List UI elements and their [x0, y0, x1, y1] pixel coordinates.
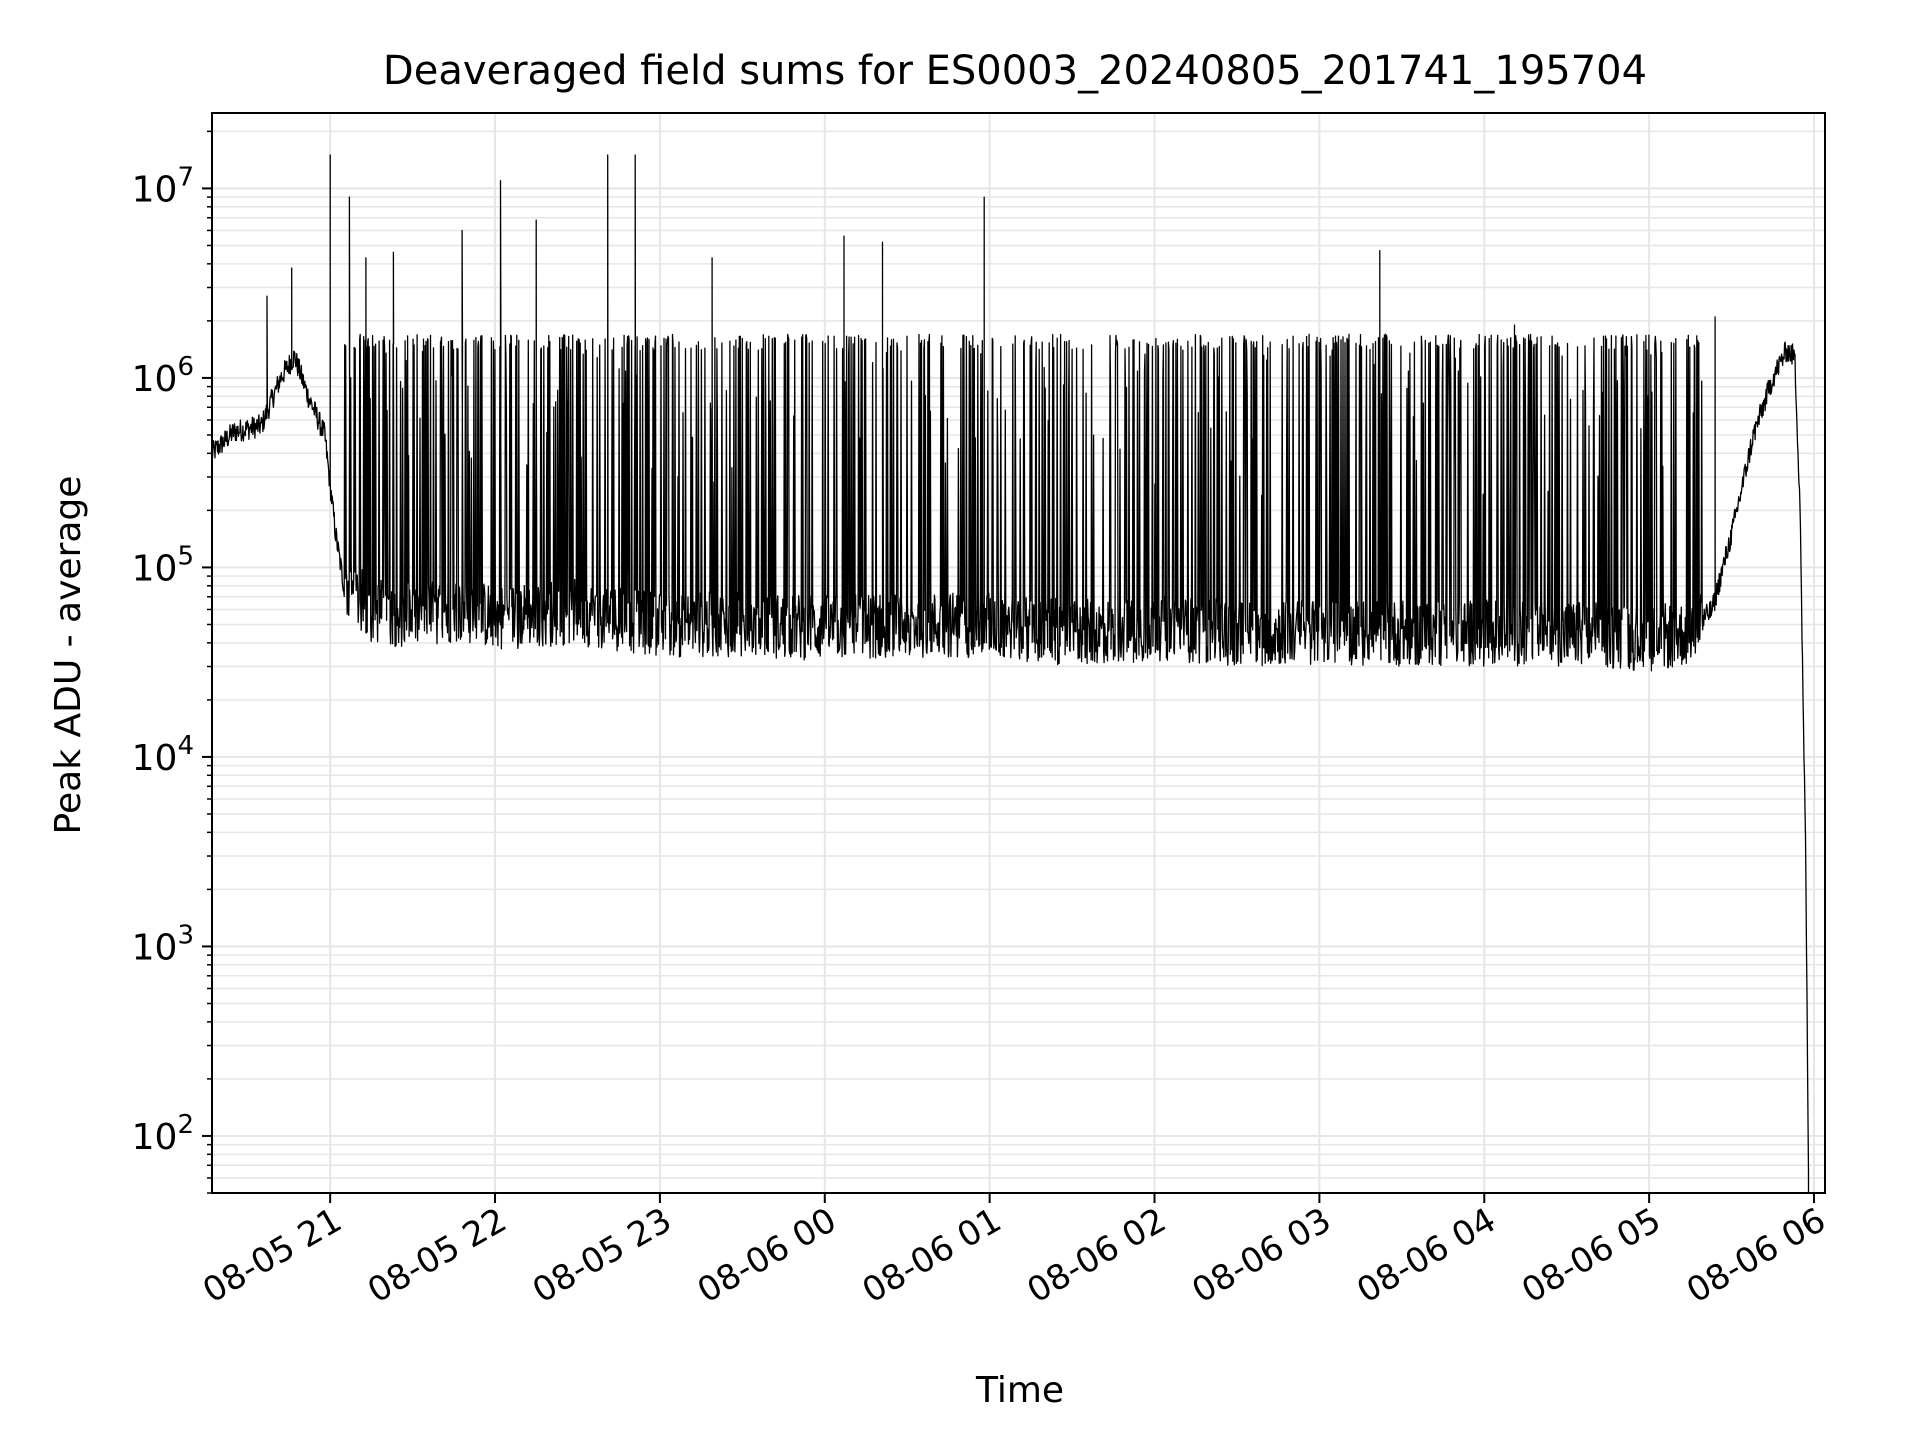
chart-title: Deaveraged field sums for ES0003_2024080…	[383, 48, 1647, 94]
x-tick-label: 08-05 23	[526, 1200, 678, 1311]
x-tick-label: 08-06 02	[1021, 1200, 1173, 1311]
y-tick-label: 107	[132, 162, 194, 210]
y-tick-label: 104	[132, 731, 194, 779]
x-tick-label: 08-06 04	[1350, 1200, 1502, 1311]
x-tick-label: 08-06 05	[1515, 1200, 1667, 1311]
y-tick-label: 103	[132, 920, 194, 968]
x-tick-label: 08-05 22	[361, 1200, 513, 1311]
grid-layer	[212, 113, 1825, 1194]
x-tick-label: 08-06 00	[691, 1200, 843, 1311]
y-axis-label: Peak ADU - average	[48, 476, 89, 835]
x-tick-label: 08-06 01	[856, 1200, 1008, 1311]
plot-area	[212, 154, 1810, 1193]
y-tick-label: 105	[132, 541, 194, 589]
x-axis-label: Time	[975, 1370, 1064, 1411]
x-tick-label: 08-06 06	[1680, 1200, 1832, 1311]
x-axis-ticks: 08-05 21 08-05 22 08-05 23 08-06 00 08-06 01…	[196, 1193, 1833, 1311]
x-tick-label: 08-06 03	[1185, 1200, 1337, 1311]
y-axis-ticks: 102 103 104 105 106 107	[132, 130, 212, 1194]
plot-frame	[211, 112, 1826, 1194]
y-tick-label: 102	[132, 1110, 194, 1158]
x-tick-label: 08-05 21	[196, 1200, 348, 1311]
series-path	[212, 154, 1810, 1193]
series-line	[212, 154, 1810, 1193]
y-tick-label: 106	[132, 352, 194, 400]
